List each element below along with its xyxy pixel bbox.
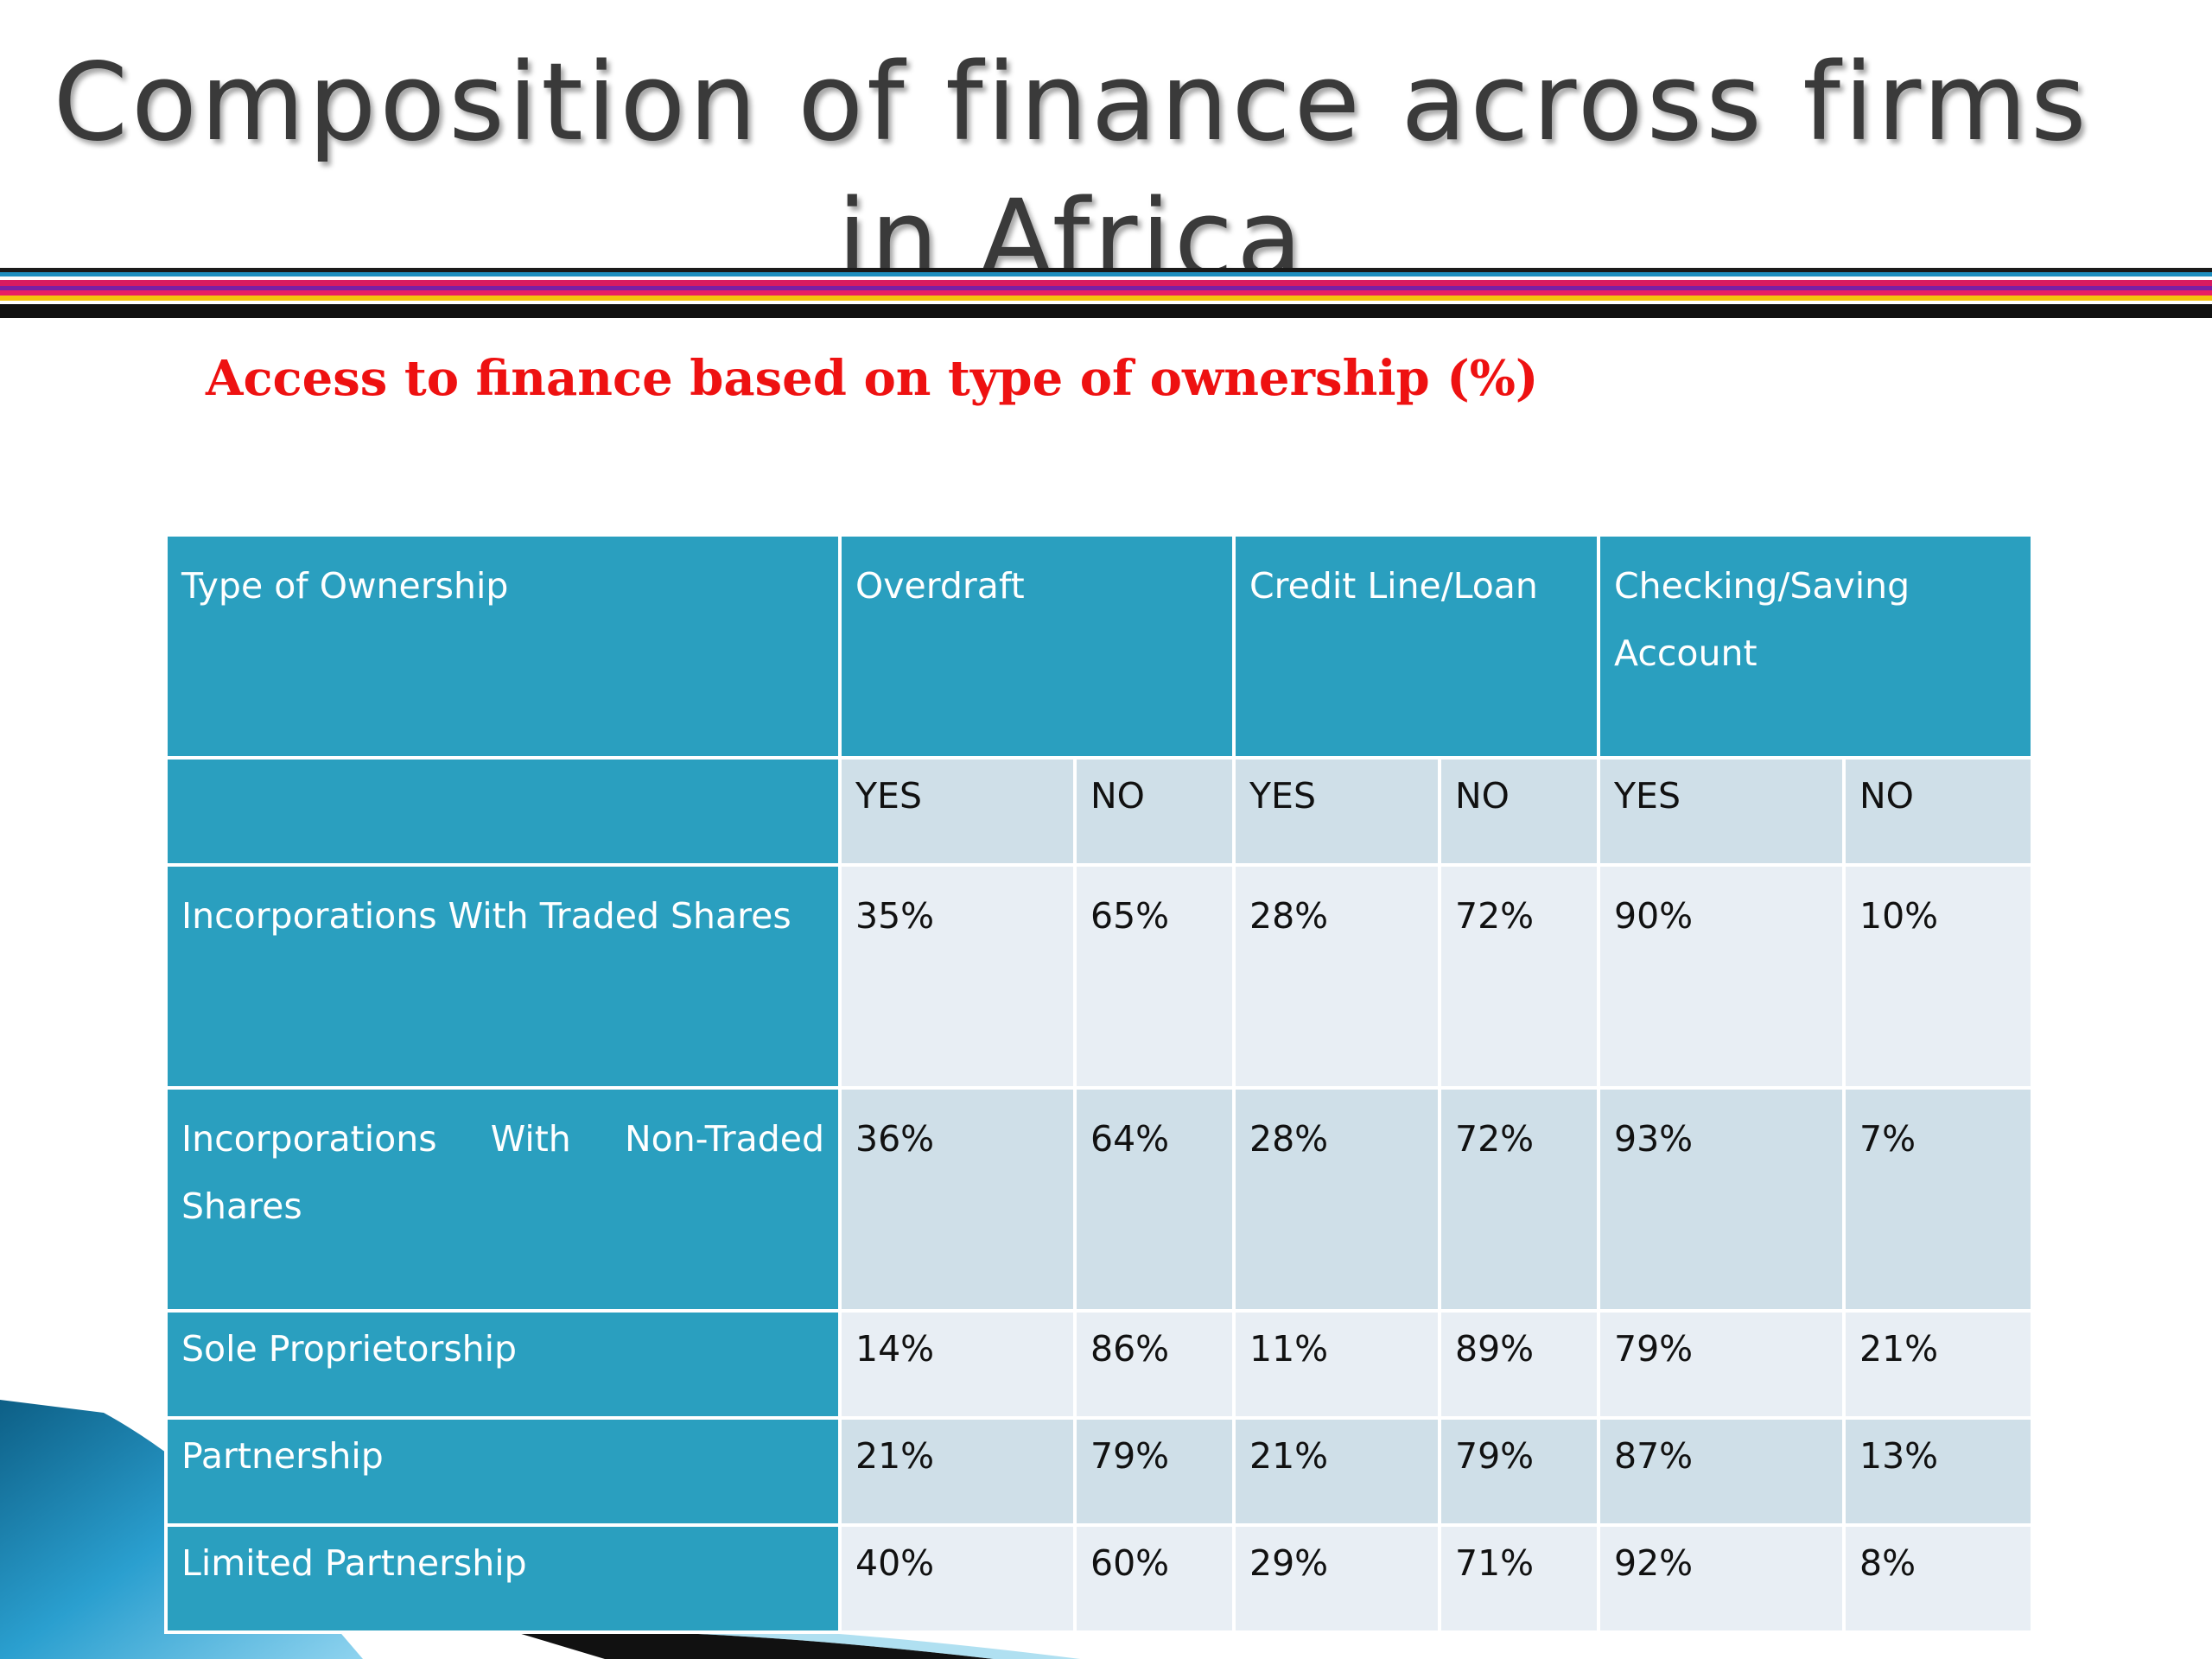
table-row: Incorporations With Non-Traded Shares 36… [164,1086,2034,1313]
table-cell: 92% [1597,1523,1846,1634]
table-cell: 40% [838,1523,1077,1634]
table-cell: 13% [1842,1416,2034,1527]
row-label: Sole Proprietorship [164,1309,842,1420]
table-cell: 21% [838,1416,1077,1527]
header-stripe-divider [0,268,2212,318]
table-row: Limited Partnership 40% 60% 29% 71% 92% … [164,1523,2034,1634]
table-cell: 8% [1842,1523,2034,1634]
table-cell: 89% [1438,1309,1600,1420]
table-cell: 35% [838,863,1077,1090]
table-row: Incorporations With Traded Shares 35% 65… [164,863,2034,1090]
subheader-empty-cell [164,756,842,867]
table-cell: 65% [1073,863,1236,1090]
table-cell: 90% [1597,863,1846,1090]
table-cell: 86% [1073,1309,1236,1420]
table-cell: 60% [1073,1523,1236,1634]
table-cell: 71% [1438,1523,1600,1634]
table-cell: 14% [838,1309,1077,1420]
table-cell: 79% [1597,1309,1846,1420]
subheader-cell: YES [1597,756,1846,867]
table-cell: 64% [1073,1086,1236,1313]
table-subheader-row: YES NO YES NO YES NO [164,756,2034,867]
row-label: Incorporations With Traded Shares [164,863,842,1090]
table-cell: 28% [1232,1086,1441,1313]
table-cell: 93% [1597,1086,1846,1313]
table-cell: 11% [1232,1309,1441,1420]
row-label: Partnership [164,1416,842,1527]
row-label: Limited Partnership [164,1523,842,1634]
table-cell: 72% [1438,1086,1600,1313]
table-cell: 21% [1842,1309,2034,1420]
table-header-row: Type of Ownership Overdraft Credit Line/… [164,533,2034,760]
table-cell: 29% [1232,1523,1441,1634]
table-cell: 79% [1438,1416,1600,1527]
table-cell: 36% [838,1086,1077,1313]
subheader-cell: NO [1438,756,1600,867]
finance-access-table: Type of Ownership Overdraft Credit Line/… [164,533,2034,1634]
header-credit-line-loan: Credit Line/Loan [1232,533,1600,760]
subheader-cell: YES [838,756,1077,867]
header-overdraft: Overdraft [838,533,1236,760]
table-cell: 21% [1232,1416,1441,1527]
table-cell: 79% [1073,1416,1236,1527]
header-type-of-ownership: Type of Ownership [164,533,842,760]
header-checking-saving-account: Checking/Saving Account [1597,533,2034,760]
subheader-cell: YES [1232,756,1441,867]
subheader-cell: NO [1073,756,1236,867]
table-row: Sole Proprietorship 14% 86% 11% 89% 79% … [164,1309,2034,1420]
table-cell: 28% [1232,863,1441,1090]
subheader-cell: NO [1842,756,2034,867]
table-cell: 10% [1842,863,2034,1090]
table-row: Partnership 21% 79% 21% 79% 87% 13% [164,1416,2034,1527]
row-label: Incorporations With Non-Traded Shares [164,1086,842,1313]
table-cell: 87% [1597,1416,1846,1527]
table-cell: 72% [1438,863,1600,1090]
slide-subtitle: Access to finance based on type of owner… [206,350,1539,407]
slide-title: Composition of finance across firms in A… [53,41,2090,302]
table-cell: 7% [1842,1086,2034,1313]
